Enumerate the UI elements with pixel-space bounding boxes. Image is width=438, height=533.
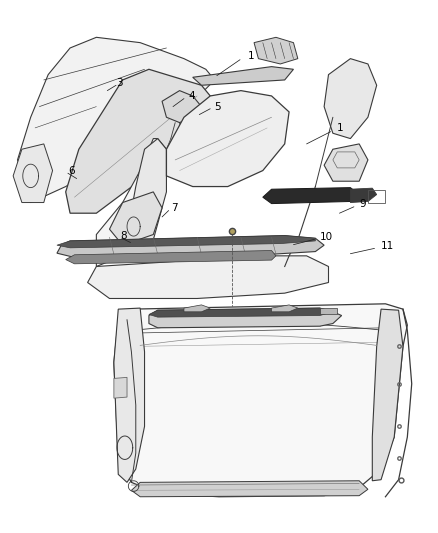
Polygon shape bbox=[166, 91, 289, 187]
Text: 8: 8 bbox=[120, 231, 127, 240]
Polygon shape bbox=[13, 144, 53, 203]
Text: 4: 4 bbox=[188, 91, 195, 101]
Text: 10: 10 bbox=[320, 232, 333, 242]
Text: 5: 5 bbox=[215, 102, 221, 111]
Polygon shape bbox=[114, 308, 145, 482]
Text: 7: 7 bbox=[171, 203, 177, 213]
Polygon shape bbox=[263, 188, 359, 204]
Polygon shape bbox=[149, 308, 333, 317]
Polygon shape bbox=[110, 192, 162, 245]
Polygon shape bbox=[114, 304, 407, 497]
Polygon shape bbox=[324, 144, 368, 181]
Polygon shape bbox=[66, 69, 210, 213]
Polygon shape bbox=[96, 139, 166, 266]
Text: 1: 1 bbox=[247, 51, 254, 61]
Polygon shape bbox=[57, 236, 324, 259]
Polygon shape bbox=[193, 67, 293, 85]
Text: 1: 1 bbox=[337, 123, 344, 133]
Polygon shape bbox=[18, 37, 215, 203]
Polygon shape bbox=[57, 236, 315, 248]
Polygon shape bbox=[320, 308, 337, 314]
Polygon shape bbox=[66, 251, 276, 264]
Polygon shape bbox=[162, 91, 201, 123]
Polygon shape bbox=[324, 59, 377, 139]
Polygon shape bbox=[272, 305, 298, 312]
Polygon shape bbox=[127, 139, 166, 256]
Polygon shape bbox=[114, 377, 127, 398]
Text: 11: 11 bbox=[381, 241, 394, 251]
Polygon shape bbox=[254, 37, 298, 64]
Polygon shape bbox=[372, 309, 403, 481]
Polygon shape bbox=[88, 256, 328, 298]
Polygon shape bbox=[184, 305, 210, 312]
Polygon shape bbox=[149, 308, 342, 328]
Polygon shape bbox=[131, 481, 368, 497]
Text: 6: 6 bbox=[68, 166, 74, 175]
Text: 3: 3 bbox=[116, 78, 123, 87]
Polygon shape bbox=[350, 188, 377, 203]
Text: 9: 9 bbox=[359, 199, 366, 209]
